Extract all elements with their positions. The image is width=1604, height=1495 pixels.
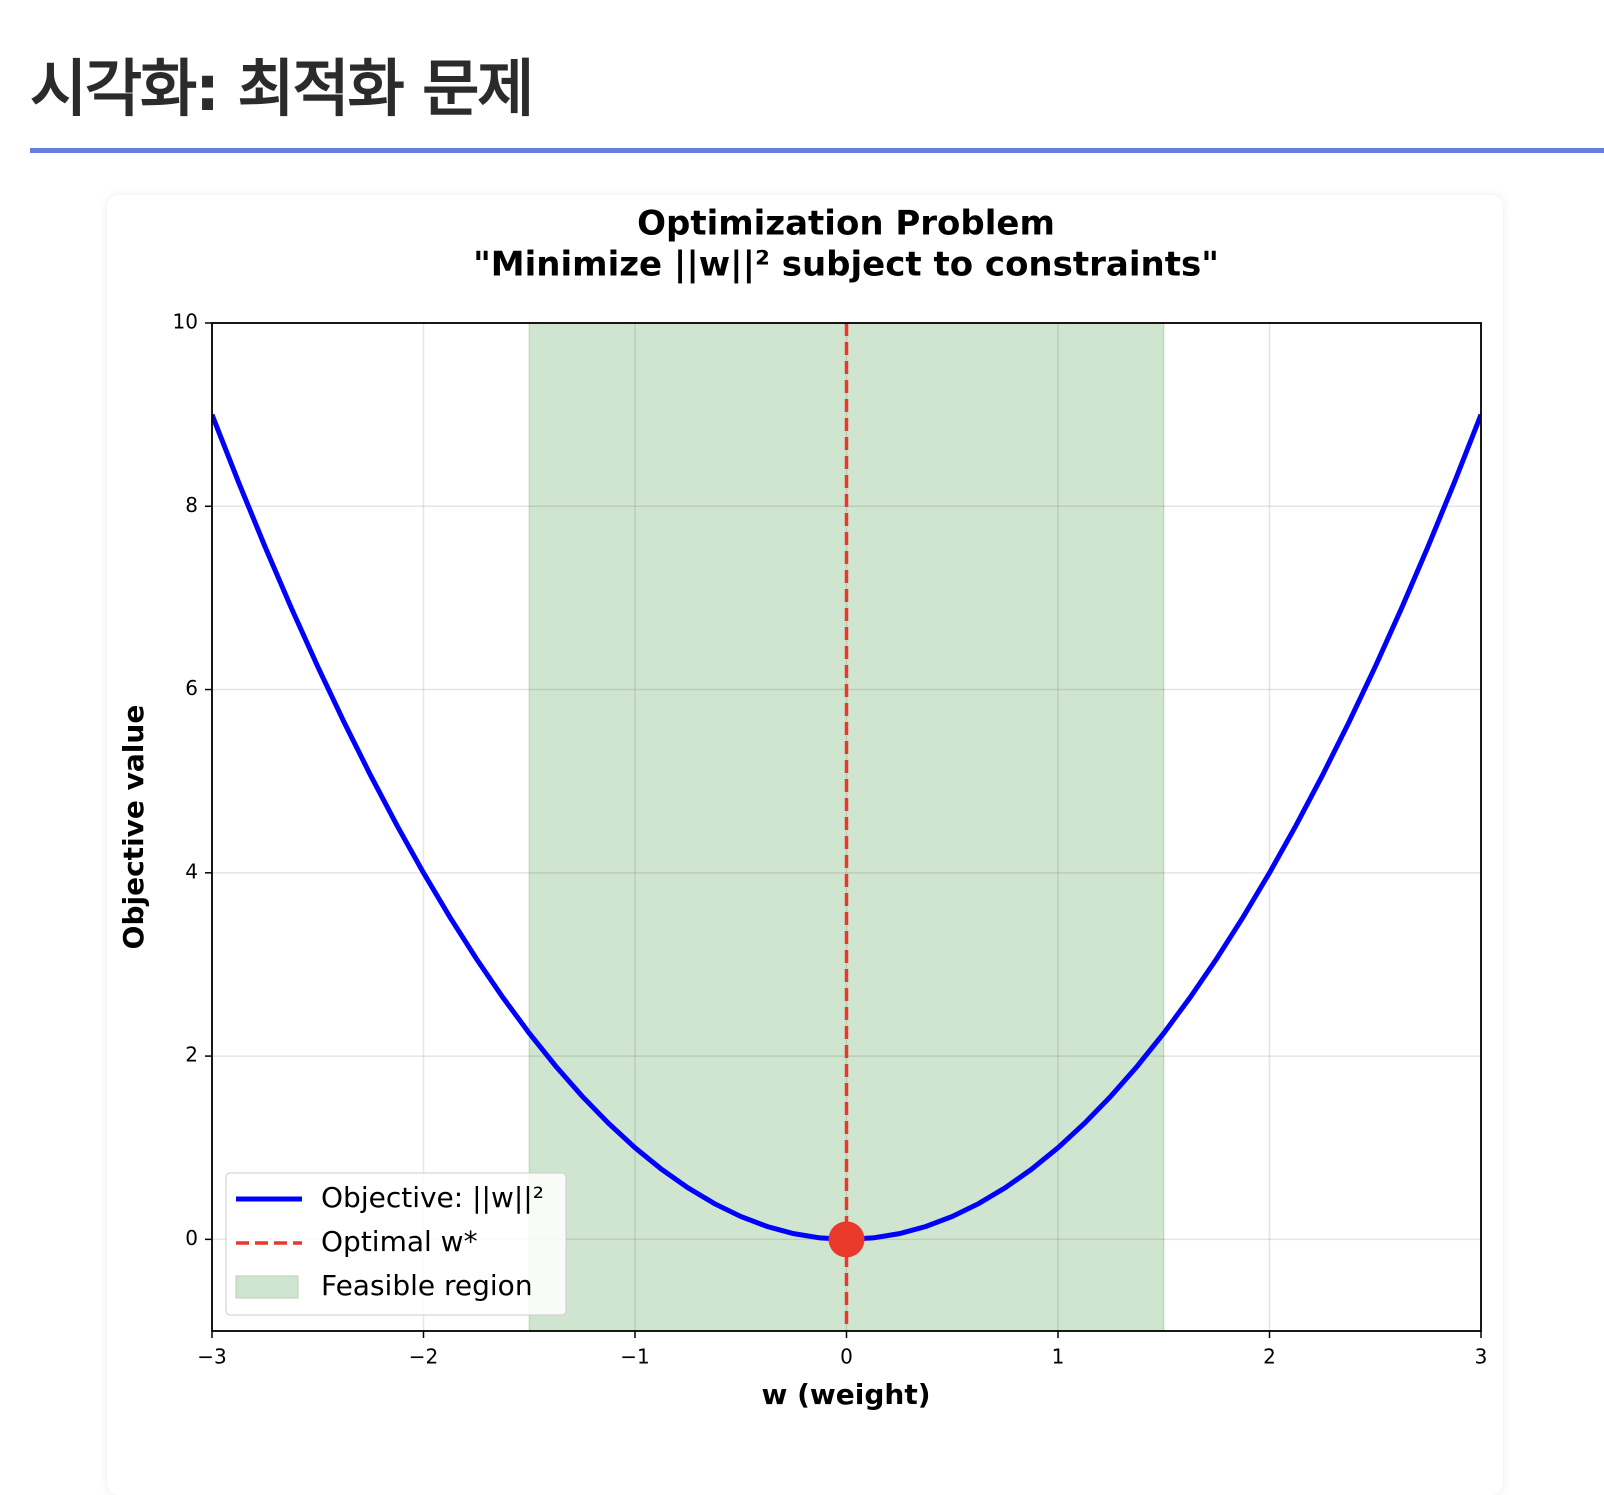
- optimal-point: [828, 1221, 865, 1258]
- legend-box: [225, 1172, 567, 1316]
- x-tick-label: 3: [1475, 1345, 1488, 1369]
- page: 시각화: 최적화 문제 Optimization Problem "Minimi…: [30, 52, 1604, 1412]
- chart: Optimization Problem "Minimize ||w||² su…: [117, 204, 1488, 1412]
- chart-subtitle: "Minimize ||w||² subject to constraints": [473, 245, 1219, 285]
- plot-frame: [211, 322, 1482, 1332]
- chart-title: Optimization Problem: [637, 204, 1055, 244]
- x-tick-label: −1: [620, 1345, 649, 1369]
- page-title: 시각화: 최적화 문제: [30, 52, 534, 125]
- legend-label: Feasible region: [321, 1269, 533, 1302]
- x-tick-label: 1: [1052, 1345, 1065, 1369]
- x-tick-label: 0: [840, 1345, 853, 1369]
- y-axis-label: Objective value: [117, 705, 150, 950]
- x-tick-label: 2: [1263, 1345, 1276, 1369]
- y-tick-label: 0: [185, 1226, 198, 1250]
- y-tick-label: 8: [185, 493, 198, 517]
- y-tick-label: 2: [185, 1043, 198, 1067]
- y-tick-label: 6: [185, 676, 198, 700]
- x-tick-label: −2: [409, 1345, 438, 1369]
- legend-label: Objective: ||w||²: [321, 1181, 544, 1214]
- legend-swatch: [235, 1275, 299, 1299]
- title-rule: [30, 148, 1604, 153]
- y-tick-label: 4: [185, 859, 198, 883]
- x-tick-label: −3: [197, 1345, 226, 1369]
- y-tick-label: 10: [173, 310, 198, 334]
- legend-label: Optimal w*: [321, 1225, 478, 1258]
- x-axis-label: w (weight): [761, 1378, 930, 1411]
